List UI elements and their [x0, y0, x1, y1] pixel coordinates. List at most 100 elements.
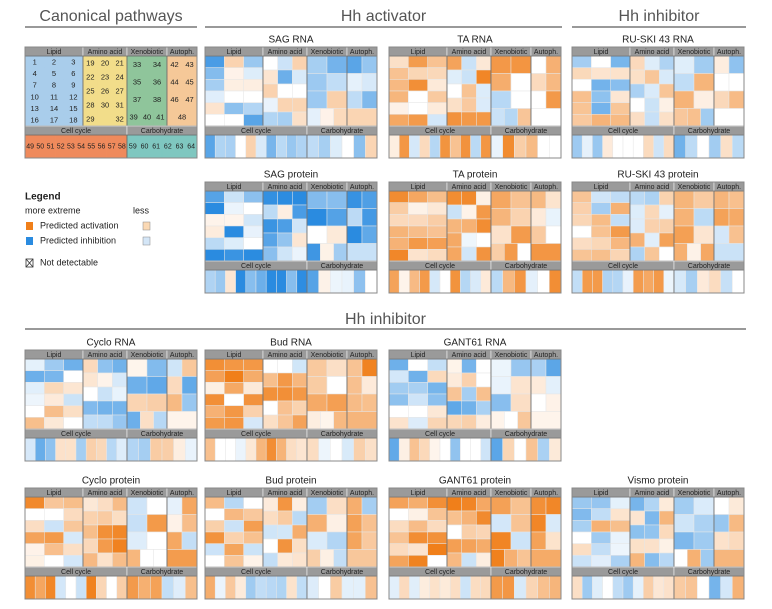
cell	[126, 496, 148, 515]
panel-border	[24, 46, 198, 159]
pathway-number: 42	[170, 60, 178, 69]
cell	[409, 269, 420, 294]
cell	[224, 393, 244, 406]
cell	[470, 134, 482, 159]
cell	[296, 437, 308, 462]
pathway-number: 17	[50, 116, 58, 125]
cell	[514, 575, 527, 600]
cell	[659, 510, 675, 526]
cell	[419, 134, 431, 159]
panel-title: RU-SKI 43 protein	[617, 170, 698, 181]
cell	[476, 358, 492, 374]
cell	[629, 524, 645, 540]
cell	[292, 97, 308, 113]
cell	[326, 376, 348, 395]
cell	[262, 386, 278, 402]
cell	[476, 246, 492, 262]
cell	[427, 225, 448, 238]
section-title: Canonical pathways	[39, 8, 182, 25]
cell	[97, 538, 113, 554]
pathway-number: 25	[86, 86, 94, 95]
cell	[346, 55, 363, 74]
cell	[629, 111, 645, 127]
cell	[571, 114, 592, 127]
cell	[346, 208, 363, 227]
cell	[591, 190, 611, 203]
cell	[610, 531, 631, 544]
cell	[82, 510, 98, 526]
cell	[673, 55, 695, 74]
cell	[476, 552, 492, 568]
cell	[330, 134, 343, 159]
pathway-number: 36	[153, 78, 161, 87]
cell	[591, 67, 611, 80]
cell	[470, 437, 482, 462]
cell	[610, 520, 631, 533]
cell	[63, 382, 84, 395]
group-label: Xenobiotic	[678, 490, 711, 497]
cell	[612, 269, 624, 294]
cell	[204, 496, 225, 509]
pathway-number: 62	[164, 143, 172, 150]
cell	[82, 496, 98, 512]
cell	[243, 508, 264, 521]
pathway-number: 28	[86, 100, 94, 109]
cell	[82, 386, 98, 402]
cell	[277, 83, 293, 99]
cell	[388, 393, 409, 406]
pathway-number: 14	[50, 104, 58, 113]
cell	[644, 496, 660, 512]
cell	[610, 225, 631, 238]
pathway-number: 38	[153, 95, 161, 104]
panel-border	[388, 46, 562, 159]
cell	[446, 83, 462, 99]
cell	[224, 55, 244, 68]
cell	[490, 208, 512, 227]
cell	[243, 543, 264, 556]
group-label: Amino acid	[88, 490, 123, 497]
cell	[243, 393, 264, 406]
cell	[292, 111, 308, 127]
pathway-number: 43	[185, 60, 193, 69]
cell	[408, 393, 428, 406]
cell	[82, 358, 98, 374]
cell	[224, 249, 244, 262]
cell	[204, 405, 225, 418]
cell	[276, 575, 287, 600]
panel-title: GANT61 RNA	[444, 338, 507, 349]
cell	[449, 575, 461, 600]
cell	[24, 405, 45, 418]
cell	[204, 575, 216, 600]
group-label: Lipid	[227, 49, 242, 56]
pathway-number: 16	[30, 116, 38, 125]
group-label: Amino acid	[268, 352, 303, 359]
cell	[346, 243, 378, 262]
cell	[224, 237, 244, 250]
cell	[292, 372, 308, 388]
cell	[708, 269, 721, 294]
cell	[673, 108, 688, 127]
cell	[24, 531, 45, 544]
cell	[225, 575, 236, 600]
pathway-number: 12	[69, 92, 77, 101]
cell	[571, 249, 592, 262]
cell	[446, 190, 462, 206]
cell	[292, 510, 308, 526]
cell	[361, 73, 378, 92]
cell	[510, 90, 532, 109]
cell	[514, 437, 527, 462]
cell	[388, 237, 409, 250]
legend-swatch	[26, 237, 33, 245]
cell	[571, 508, 592, 521]
cell	[306, 376, 328, 395]
cell	[610, 202, 631, 215]
cell	[277, 97, 293, 113]
cell	[361, 358, 378, 377]
cell	[245, 575, 257, 600]
cell	[644, 218, 660, 234]
cell	[693, 531, 715, 550]
group-label: Carbohydrate	[321, 128, 364, 135]
group-label: Autoph.	[350, 490, 374, 497]
pathway-number: 33	[133, 60, 141, 69]
cell	[673, 73, 695, 92]
